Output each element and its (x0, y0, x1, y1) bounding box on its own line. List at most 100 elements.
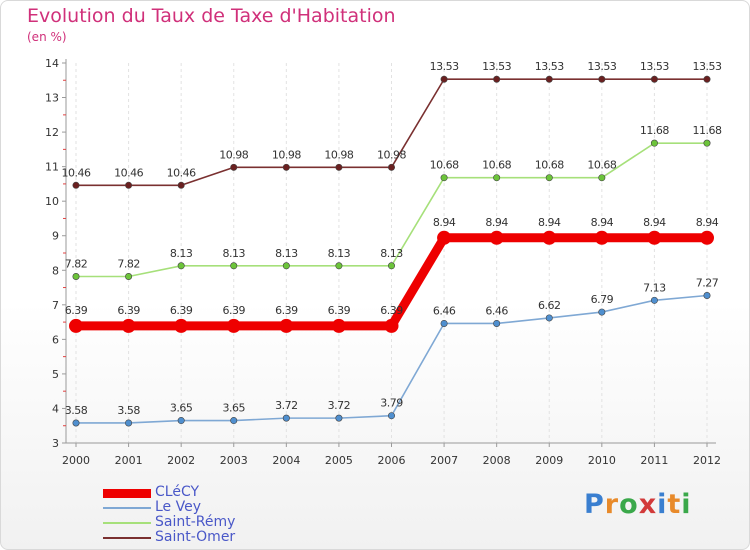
data-label-clecy: 6.39 (117, 304, 140, 317)
x-tick-label: 2005 (325, 454, 353, 467)
y-tick-label: 14 (45, 57, 59, 70)
data-label-saint-remy: 11.68 (693, 124, 722, 137)
chart-title: Evolution du Taux de Taxe d'Habitation (27, 5, 396, 27)
data-point-saint-omer (703, 75, 711, 83)
legend-label-le-vey: Le Vey (155, 499, 202, 515)
y-tick-label: 13 (45, 92, 59, 105)
data-label-le-vey: 3.65 (170, 402, 193, 415)
legend-label-clecy: CLéCY (155, 484, 200, 500)
data-label-saint-omer: 10.98 (377, 148, 406, 161)
data-label-saint-omer: 13.53 (535, 60, 564, 73)
data-point-clecy (437, 230, 452, 245)
data-point-clecy (489, 230, 504, 245)
data-label-saint-omer: 13.53 (482, 60, 511, 73)
data-label-saint-remy: 8.13 (275, 247, 298, 260)
data-label-clecy: 6.39 (275, 304, 298, 317)
y-tick-label: 9 (52, 230, 59, 243)
data-point-clecy (594, 230, 609, 245)
data-point-clecy (647, 230, 662, 245)
x-tick-label: 2001 (115, 454, 143, 467)
data-point-saint-omer (650, 75, 658, 83)
data-point-le-vey (335, 414, 343, 422)
data-point-le-vey (125, 419, 133, 427)
data-point-le-vey (598, 308, 606, 316)
x-tick-label: 2000 (62, 454, 90, 467)
data-point-le-vey (72, 419, 80, 427)
data-point-saint-remy (387, 262, 395, 270)
proxiti-logo: Proxiti (584, 489, 692, 520)
data-label-clecy: 8.94 (485, 216, 508, 229)
y-tick-label: 4 (52, 402, 59, 415)
data-point-le-vey (230, 417, 238, 425)
y-tick-label: 8 (52, 264, 59, 277)
data-label-saint-remy: 10.68 (587, 159, 616, 172)
data-point-saint-omer (545, 75, 553, 83)
data-label-saint-remy: 8.13 (223, 247, 246, 260)
data-label-saint-omer: 13.53 (430, 60, 459, 73)
data-point-clecy (700, 230, 714, 245)
y-tick-label: 3 (52, 437, 59, 450)
y-tick-label: 12 (45, 126, 59, 139)
data-label-le-vey: 6.79 (591, 293, 614, 306)
data-point-clecy (69, 318, 83, 333)
legend-label-saint-remy: Saint-Rémy (155, 514, 236, 530)
data-point-clecy (542, 230, 557, 245)
data-point-saint-remy (335, 262, 343, 270)
data-label-saint-remy: 7.82 (65, 257, 88, 270)
x-tick-label: 2006 (378, 454, 406, 467)
legend-swatch-saint-omer (103, 537, 151, 539)
data-point-saint-omer (177, 181, 185, 189)
data-label-saint-remy: 8.13 (170, 247, 193, 260)
data-label-saint-remy: 8.13 (380, 247, 403, 260)
data-point-saint-remy (650, 139, 658, 147)
data-label-saint-omer: 10.46 (62, 166, 91, 179)
chart-unit: (en %) (27, 30, 67, 44)
logo-letter: x (638, 489, 658, 520)
data-label-saint-remy: 10.68 (535, 159, 564, 172)
data-point-saint-omer (598, 75, 606, 83)
data-label-le-vey: 3.58 (117, 404, 140, 417)
data-point-saint-remy (177, 262, 185, 270)
data-label-clecy: 8.94 (433, 216, 456, 229)
data-point-le-vey (282, 414, 290, 422)
data-point-clecy (279, 318, 294, 333)
data-label-saint-remy: 7.82 (117, 257, 140, 270)
data-label-saint-omer: 10.98 (219, 148, 248, 161)
x-tick-label: 2011 (640, 454, 668, 467)
data-label-saint-omer: 10.46 (167, 166, 196, 179)
data-point-clecy (331, 318, 346, 333)
data-point-saint-remy (545, 174, 553, 182)
legend-swatch-le-vey (103, 507, 151, 509)
data-point-le-vey (440, 319, 448, 327)
data-label-saint-omer: 13.53 (693, 60, 722, 73)
data-label-saint-omer: 13.53 (587, 60, 616, 73)
data-label-le-vey: 6.62 (538, 299, 561, 312)
legend-swatch-saint-remy (103, 522, 151, 524)
data-point-clecy (174, 318, 189, 333)
data-point-saint-remy (125, 272, 133, 280)
data-label-le-vey: 3.79 (380, 397, 403, 410)
data-label-clecy: 6.39 (223, 304, 246, 317)
data-point-saint-omer (387, 163, 395, 171)
data-label-le-vey: 7.27 (696, 276, 719, 289)
data-label-le-vey: 3.72 (275, 399, 298, 412)
data-label-saint-omer: 10.98 (324, 148, 353, 161)
data-label-le-vey: 6.46 (433, 304, 456, 317)
data-point-saint-remy (72, 272, 80, 280)
x-tick-label: 2002 (167, 454, 195, 467)
data-point-le-vey (493, 319, 501, 327)
data-point-saint-omer (230, 163, 238, 171)
x-tick-label: 2003 (220, 454, 248, 467)
data-label-saint-remy: 8.13 (328, 247, 351, 260)
legend-label-saint-omer: Saint-Omer (155, 529, 236, 545)
data-point-le-vey (387, 412, 395, 420)
y-tick-label: 6 (52, 333, 59, 346)
data-label-saint-omer: 13.53 (640, 60, 669, 73)
logo-letter: P (584, 489, 605, 520)
data-point-saint-omer (440, 75, 448, 83)
logo-letter: o (619, 489, 639, 520)
x-tick-label: 2004 (272, 454, 300, 467)
data-point-le-vey (177, 417, 185, 425)
y-tick-label: 11 (45, 161, 59, 174)
